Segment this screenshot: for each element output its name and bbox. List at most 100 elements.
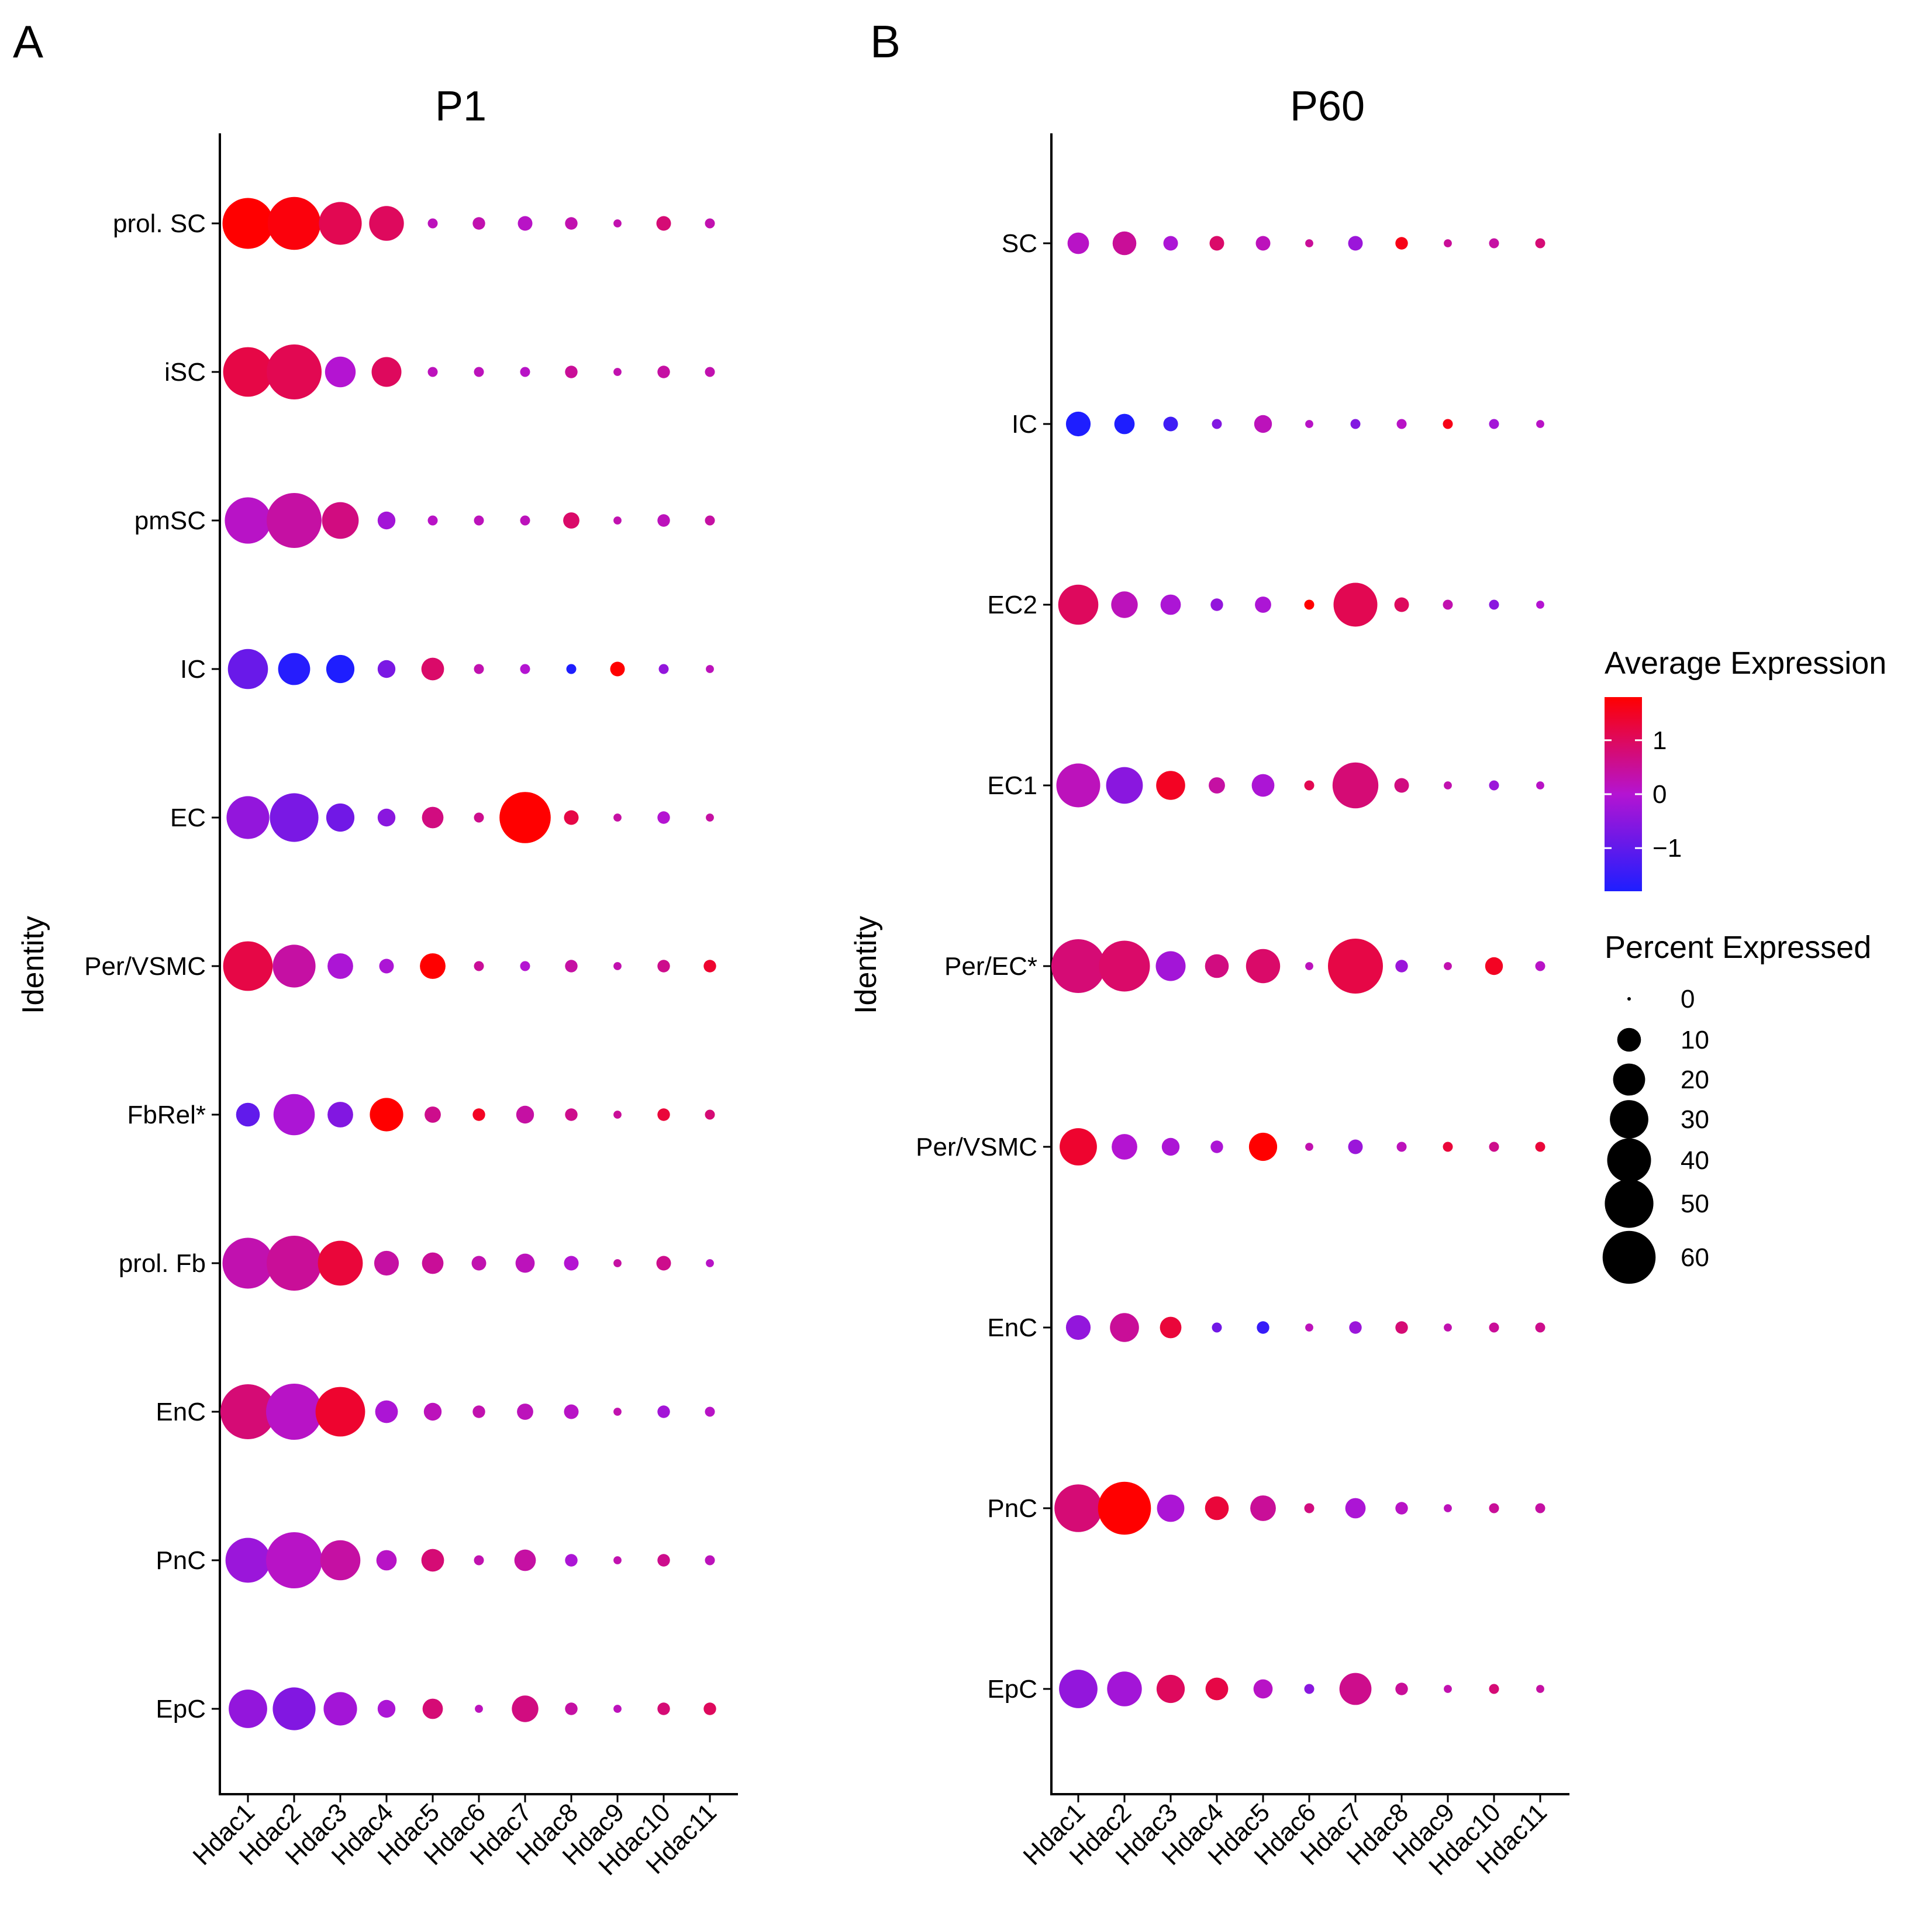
panel-b-letter: B — [870, 16, 901, 67]
size-legend-label: 60 — [1681, 1243, 1709, 1272]
dot-p1 — [370, 1098, 403, 1132]
size-legend-dot — [1610, 1100, 1648, 1139]
dot-p1 — [422, 1252, 444, 1274]
dot-p1 — [225, 1537, 271, 1583]
dot-p1 — [657, 514, 670, 527]
dot-p60 — [1489, 419, 1499, 429]
dot-p1 — [657, 960, 670, 973]
dot-p1 — [327, 953, 353, 979]
dot-p1 — [517, 1404, 533, 1420]
dot-p60 — [1443, 599, 1453, 610]
dot-p60 — [1209, 777, 1225, 794]
size-legend: 0 10 20 30 40 50 60 — [1602, 985, 1709, 1284]
dot-p60 — [1305, 239, 1313, 247]
dot-p1 — [377, 1699, 396, 1718]
dot-p60 — [1444, 1504, 1452, 1512]
dot-p60 — [1161, 1137, 1180, 1156]
panel-a-plot: prol. SC iSC pmSC IC EC Per/VSMC FbRel* prol. F… — [84, 196, 722, 1881]
size-legend-label: 0 — [1681, 985, 1695, 1013]
dot-p1 — [657, 1405, 670, 1418]
dot-p1 — [236, 1102, 260, 1127]
panel-b-plot: SCICEC2EC1Per/EC*Per/VSMCEnCPnCEpCHdac1H… — [916, 229, 1552, 1881]
dot-p1 — [613, 219, 622, 227]
dot-p1 — [706, 665, 714, 673]
dot-p1 — [520, 664, 530, 674]
dot-p60 — [1535, 961, 1545, 971]
dot-p60 — [1106, 767, 1143, 804]
dot-p60 — [1157, 1494, 1185, 1522]
dot-p1 — [222, 198, 274, 249]
y-tick-label: PnC — [987, 1494, 1037, 1523]
dot-p1 — [516, 1105, 534, 1124]
dot-p60 — [1110, 1313, 1139, 1342]
dot-p1 — [325, 356, 356, 388]
dot-p1 — [322, 502, 359, 539]
size-legend-label: 30 — [1681, 1105, 1709, 1134]
dot-p60 — [1099, 940, 1150, 992]
y-tick-label: SC — [1002, 229, 1037, 258]
dot-p60 — [1305, 420, 1313, 428]
size-legend-dot — [1605, 1179, 1654, 1228]
dot-p1 — [377, 511, 396, 530]
dot-p60 — [1304, 599, 1315, 610]
dot-p1 — [472, 1405, 485, 1418]
dot-p60 — [1212, 419, 1222, 429]
dot-p60 — [1443, 1142, 1453, 1152]
dot-p1 — [423, 1402, 442, 1421]
dot-p1 — [266, 1532, 322, 1588]
dot-p1 — [375, 1400, 398, 1423]
dot-p60 — [1059, 1670, 1098, 1708]
size-legend-label: 40 — [1681, 1146, 1709, 1175]
dot-p60 — [1250, 1495, 1276, 1521]
dot-p1 — [272, 944, 316, 988]
dot-p1 — [613, 368, 622, 376]
color-tick-label: 1 — [1652, 726, 1667, 755]
dot-p60 — [1489, 599, 1499, 610]
dot-p60 — [1058, 584, 1099, 625]
dot-p1 — [267, 344, 322, 399]
dot-p1 — [474, 664, 484, 674]
dot-p1 — [421, 657, 444, 681]
dot-p60 — [1333, 582, 1378, 627]
dot-p60 — [1067, 232, 1089, 254]
dot-p1 — [223, 941, 273, 991]
dot-p1 — [564, 1256, 579, 1271]
dot-p60 — [1210, 1140, 1223, 1153]
dot-p1 — [377, 808, 396, 827]
dot-p1 — [229, 1690, 267, 1728]
dot-p1 — [319, 202, 362, 245]
panel-a-y-axis-title: Identity — [16, 916, 50, 1014]
dot-p1 — [514, 1549, 536, 1571]
dot-p1 — [613, 962, 622, 970]
dot-p1 — [472, 1108, 485, 1121]
dot-p60 — [1395, 1502, 1408, 1515]
dot-p1 — [475, 1705, 483, 1713]
dot-p60 — [1098, 1481, 1151, 1535]
dot-p1 — [515, 1253, 535, 1273]
dot-p1 — [705, 218, 715, 229]
dot-p1 — [520, 367, 530, 377]
y-tick-label: EC1 — [987, 771, 1037, 800]
dot-p60 — [1112, 231, 1137, 256]
dot-p1 — [220, 1384, 275, 1439]
dot-p1 — [323, 1692, 357, 1726]
dot-p60 — [1246, 949, 1281, 984]
dot-p1 — [613, 1111, 622, 1119]
dot-p60 — [1156, 1674, 1185, 1704]
dot-p1 — [427, 218, 438, 229]
dot-p1 — [613, 1556, 622, 1564]
dot-p60 — [1444, 1685, 1452, 1693]
dot-p1 — [565, 960, 578, 973]
dot-p60 — [1535, 1322, 1545, 1333]
dot-p1 — [474, 515, 484, 526]
dot-p1 — [564, 1404, 579, 1419]
dot-p1 — [613, 813, 622, 822]
dot-p1 — [474, 367, 484, 377]
dot-p60 — [1444, 1323, 1452, 1332]
dot-p1 — [705, 1406, 715, 1417]
dot-p1 — [499, 792, 551, 843]
dot-p60 — [1257, 1321, 1269, 1334]
dot-p60 — [1205, 954, 1229, 978]
dot-p1 — [565, 1702, 578, 1715]
